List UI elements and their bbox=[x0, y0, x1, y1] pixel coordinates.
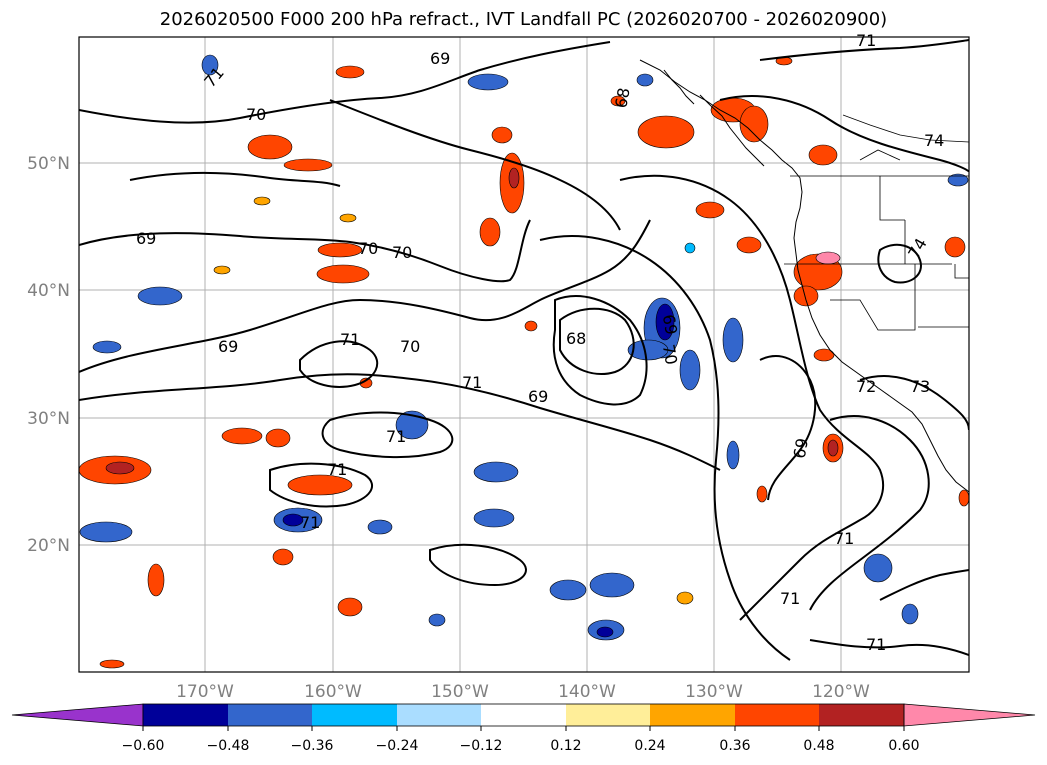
contour-label: 69 bbox=[218, 337, 238, 356]
map-frame bbox=[78, 36, 970, 673]
contour-label: 71 bbox=[327, 460, 347, 479]
figure-title: 2026020500 F000 200 hPa refract., IVT La… bbox=[159, 9, 888, 30]
contour-label: 69 bbox=[659, 313, 681, 336]
lat-label: 20°N bbox=[27, 536, 70, 556]
colorbar-tick-label: −0.60 bbox=[122, 738, 165, 754]
contour-label: 68 bbox=[611, 86, 633, 109]
lon-label: 150°W bbox=[431, 682, 489, 702]
colorbar-bin bbox=[143, 704, 228, 726]
lon-label: 160°W bbox=[304, 682, 362, 702]
colorbar-tick-label: 0.60 bbox=[888, 738, 919, 754]
colorbar-bin bbox=[566, 704, 650, 726]
colorbar-tick-label: −0.36 bbox=[291, 738, 334, 754]
coastline bbox=[639, 59, 969, 493]
colorbar-tick-label: 0.48 bbox=[803, 738, 834, 754]
colorbar-bin bbox=[819, 704, 904, 726]
contour-label: 74 bbox=[924, 131, 944, 150]
contour-label: 71 bbox=[834, 529, 854, 548]
contour-label: 68 bbox=[566, 329, 586, 348]
lat-label: 40°N bbox=[27, 281, 70, 301]
contour-label: 71 bbox=[386, 427, 406, 446]
contour-label: 70 bbox=[392, 243, 412, 262]
contour-label: 69 bbox=[790, 437, 812, 460]
positive-anomaly-regions bbox=[79, 56, 969, 669]
longitude-labels: 170°W 160°W 150°W 140°W 130°W 120°W bbox=[176, 682, 870, 702]
contour-label: 72 bbox=[856, 377, 876, 396]
lat-label: 30°N bbox=[27, 409, 70, 429]
colorbar-tick-label: 0.24 bbox=[634, 738, 665, 754]
contour-labels: 71 70 69 69 70 70 69 69 71 70 71 71 71 7… bbox=[136, 31, 944, 654]
contour-label: 70 bbox=[659, 343, 681, 366]
contour-label: 71 bbox=[866, 635, 886, 654]
colorbar-under-arrow bbox=[11, 703, 144, 727]
lon-label: 170°W bbox=[176, 682, 234, 702]
negative-anomaly-regions bbox=[79, 54, 969, 641]
colorbar-bin bbox=[650, 704, 735, 726]
contour-label: 70 bbox=[400, 337, 420, 356]
colorbar-tick-label: −0.48 bbox=[207, 738, 250, 754]
lon-label: 120°W bbox=[812, 682, 870, 702]
colorbar-over-arrow bbox=[903, 703, 1036, 727]
contour-label: 71 bbox=[462, 373, 482, 392]
colorbar-tick-label: −0.24 bbox=[376, 738, 419, 754]
contour-label: 69 bbox=[430, 49, 450, 68]
colorbar-bin bbox=[228, 704, 312, 726]
contour-label: 71 bbox=[340, 330, 360, 349]
colorbar-bin bbox=[481, 704, 566, 726]
contour-label: 71 bbox=[780, 589, 800, 608]
latitude-labels: 50°N 40°N 30°N 20°N bbox=[27, 154, 70, 556]
state-borders bbox=[784, 114, 969, 331]
colorbar-bin bbox=[735, 704, 819, 726]
contour-label: 70 bbox=[246, 105, 266, 124]
lon-label: 130°W bbox=[685, 682, 743, 702]
colorbar: −0.60 −0.48 −0.36 −0.24 −0.12 0.12 0.24 … bbox=[11, 703, 1036, 754]
contour-label: 71 bbox=[856, 31, 876, 50]
colorbar-tick-label: 0.36 bbox=[719, 738, 750, 754]
contour-label: 73 bbox=[910, 377, 930, 396]
colorbar-tick-label: −0.12 bbox=[460, 738, 503, 754]
colorbar-bin bbox=[312, 704, 397, 726]
contour-label: 70 bbox=[358, 239, 378, 258]
contour-label: 69 bbox=[528, 387, 548, 406]
lon-label: 140°W bbox=[558, 682, 616, 702]
contour-label: 69 bbox=[136, 229, 156, 248]
colorbar-tick-label: 0.12 bbox=[550, 738, 581, 754]
colorbar-bin bbox=[397, 704, 481, 726]
refractivity-contours bbox=[79, 39, 969, 661]
contour-label: 71 bbox=[300, 513, 320, 532]
lat-label: 50°N bbox=[27, 154, 70, 174]
